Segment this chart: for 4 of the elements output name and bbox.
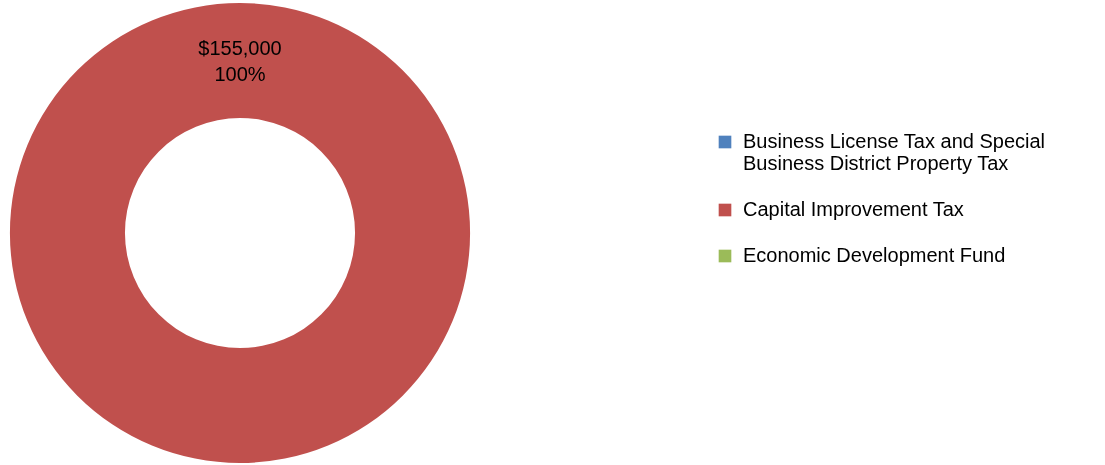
legend-label: Business License Tax and Special Business District Property Tax xyxy=(743,130,1046,174)
legend-label: Economic Development Fund xyxy=(743,244,1006,266)
data-label: $155,000 100% xyxy=(198,37,282,85)
legend-label: Capital Improvement Tax xyxy=(743,198,964,220)
